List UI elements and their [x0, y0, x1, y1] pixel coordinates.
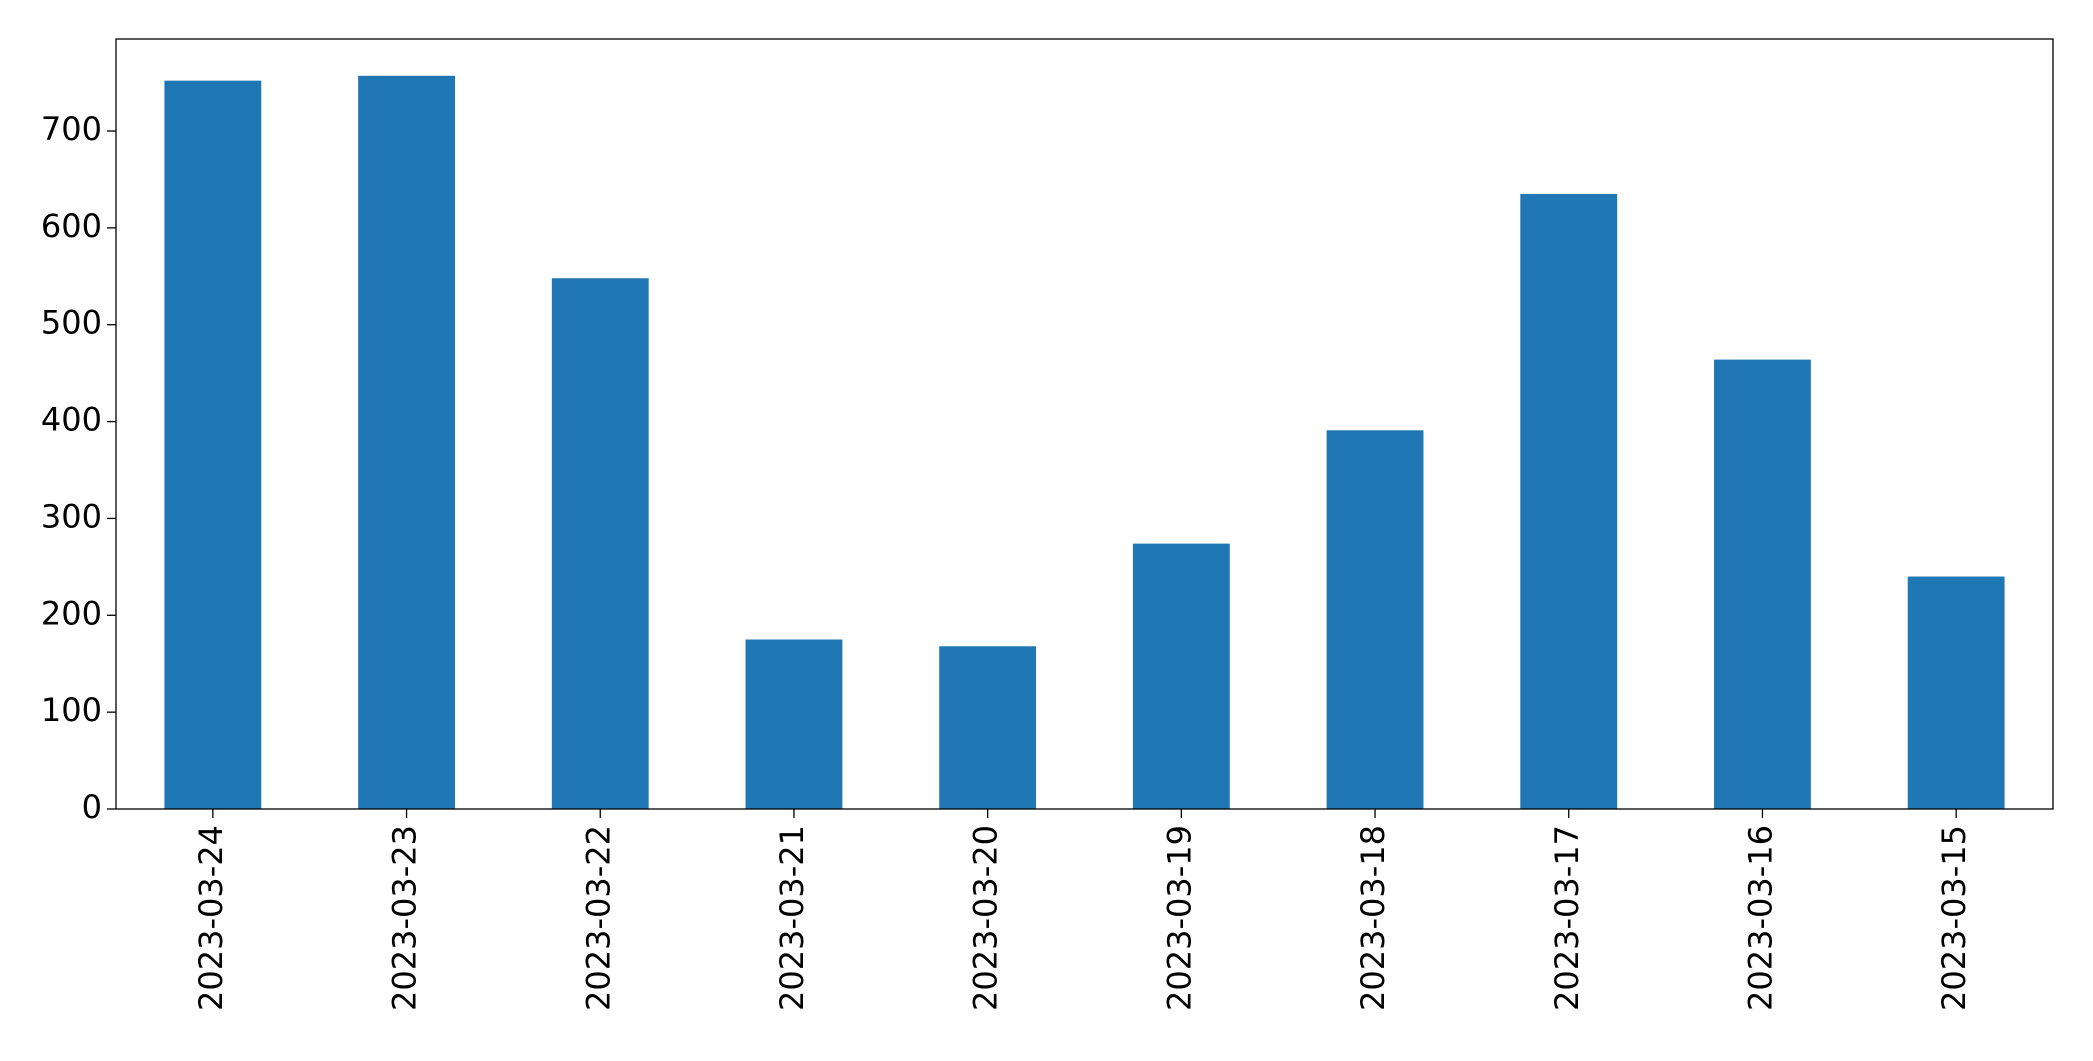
bar — [358, 75, 455, 809]
x-tick-label: 2023-03-20 — [967, 825, 1005, 1011]
x-tick-label: 2023-03-23 — [386, 825, 424, 1011]
y-tick-label: 700 — [41, 110, 102, 148]
bar — [551, 278, 649, 810]
bar — [164, 80, 262, 809]
plot-frame — [115, 38, 2054, 810]
bar — [1132, 543, 1230, 809]
y-tick-label: 100 — [41, 691, 102, 729]
x-tick-label: 2023-03-21 — [773, 825, 811, 1011]
y-tick-label: 500 — [41, 304, 102, 342]
bar — [939, 646, 1037, 809]
bar — [745, 639, 843, 809]
x-tick-label: 2023-03-18 — [1354, 825, 1392, 1011]
x-tick-label: 2023-03-16 — [1741, 825, 1779, 1011]
bar — [1520, 193, 1618, 809]
y-tick-label: 400 — [41, 401, 102, 439]
y-tick-label: 600 — [41, 207, 102, 245]
x-tick-label: 2023-03-17 — [1548, 825, 1586, 1011]
y-tick-label: 0 — [82, 788, 102, 826]
y-tick-label: 300 — [41, 497, 102, 535]
x-tick-label: 2023-03-15 — [1935, 825, 1973, 1011]
x-tick-label: 2023-03-19 — [1160, 825, 1198, 1011]
bar — [1326, 430, 1424, 809]
x-tick-label: 2023-03-22 — [579, 825, 617, 1011]
bar — [1714, 359, 1811, 809]
x-tick-label: 2023-03-24 — [192, 825, 230, 1011]
bar — [1907, 576, 2005, 809]
y-tick-label: 200 — [41, 594, 102, 632]
